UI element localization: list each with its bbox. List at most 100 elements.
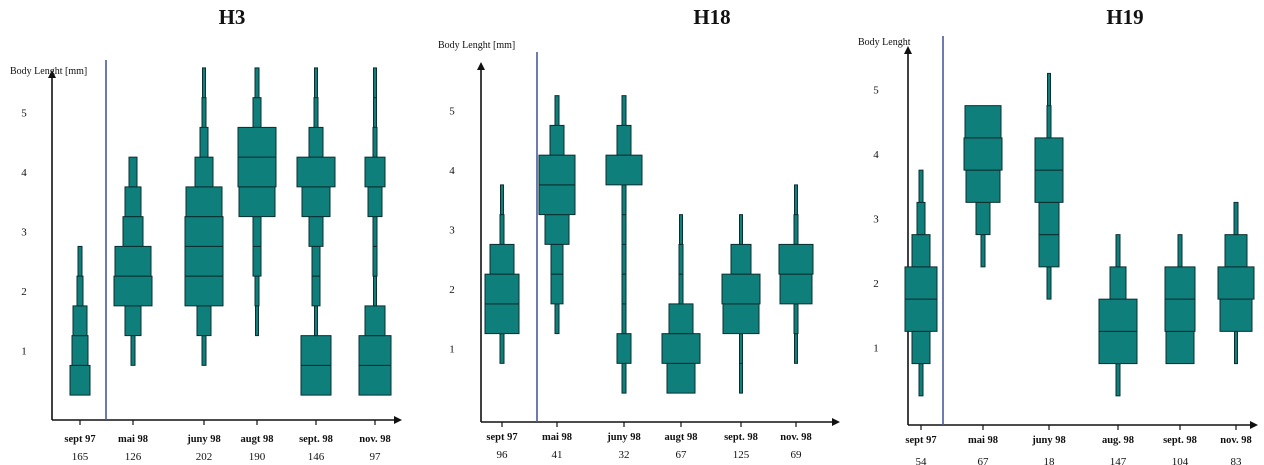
kite-segment-h3-4-4_5 (308, 126, 324, 158)
kite-segment-h19-0-1_5 (904, 298, 938, 332)
kite-segment-h18-2-4_5 (616, 124, 632, 156)
kite-segment-h18-4-3 (739, 214, 743, 245)
category-label-h3-3: augt 98 (241, 434, 274, 445)
sample-count-h3-4: 146 (308, 451, 325, 463)
kite-segment-h3-3-3 (252, 216, 262, 247)
kite-segment-h3-5-2 (373, 275, 377, 307)
kite-segment-h19-2-4 (1034, 137, 1064, 171)
y-tick-label-h19-3: 3 (873, 214, 879, 226)
kite-segment-h3-5-4 (364, 156, 386, 188)
y-tick-label-h3-4: 4 (21, 167, 27, 179)
category-label-h3-2: juny 98 (186, 434, 221, 445)
kite-segment-h18-2-1 (616, 333, 632, 364)
sample-count-h19-0: 54 (916, 456, 928, 465)
y-tick-label-h19-1: 1 (873, 343, 879, 355)
y-tick-label-h3-1: 1 (21, 346, 27, 358)
kite-segment-h3-1-2_5 (114, 245, 152, 277)
y-tick-label-h18-4: 4 (449, 165, 455, 177)
kite-segment-h18-2-3_5 (621, 184, 627, 216)
kite-segment-h19-4-2_5 (1177, 234, 1183, 268)
kite-segment-h18-2-5 (621, 95, 627, 126)
sample-count-h19-1: 67 (978, 456, 990, 465)
y-axis-arrow-h3 (48, 70, 56, 78)
kite-segment-h3-3-5 (252, 97, 262, 128)
y-tick-label-h18-1: 1 (449, 344, 455, 356)
kite-segment-h18-4-0_5 (739, 362, 743, 394)
kite-segment-h18-4-1_5 (722, 303, 760, 335)
category-label-h3-5: nov. 98 (359, 434, 391, 445)
kite-segment-h3-1-3_5 (124, 186, 142, 218)
chart-title-h18: H18 (693, 5, 730, 29)
kite-segment-h3-4-3_5 (301, 186, 331, 218)
kite-segment-h3-5-3_5 (367, 186, 383, 218)
kite-segment-h3-4-2 (311, 275, 321, 307)
kite-segment-h19-0-2_5 (911, 234, 931, 268)
category-label-h18-1: mai 98 (542, 432, 572, 443)
y-tick-label-h18-3: 3 (449, 225, 455, 237)
kite-segment-h18-5-3_5 (794, 184, 798, 216)
kite-segment-h19-2-3_5 (1034, 169, 1064, 203)
kite-segment-h3-5-2_5 (372, 245, 378, 277)
kite-segment-h18-0-3_5 (500, 184, 504, 216)
kite-segment-h19-4-2 (1164, 266, 1196, 300)
kite-segment-h18-3-3 (679, 214, 683, 245)
kite-segment-h19-3-1 (1098, 330, 1138, 365)
y-axis-arrow-h19 (904, 46, 912, 54)
kite-segment-h19-2-3 (1038, 201, 1060, 236)
category-label-h3-0: sept 97 (64, 434, 95, 445)
kite-segment-h18-3-0_5 (666, 362, 696, 394)
kite-segment-h3-5-1_5 (364, 305, 386, 337)
kite-segment-h19-2-2_5 (1038, 234, 1060, 268)
y-axis-label-h3: Body Lenght [mm] (10, 66, 87, 77)
kite-segment-h3-0-1_5 (72, 305, 88, 337)
y-tick-label-h19-5: 5 (873, 85, 879, 97)
sample-count-h18-1: 41 (552, 449, 563, 461)
category-label-h19-1: mai 98 (968, 435, 998, 446)
kite-segment-h3-2-4 (194, 156, 214, 188)
kite-segment-h18-5-2_5 (778, 243, 814, 275)
kite-segment-h3-4-5 (313, 97, 319, 128)
kite-segment-h18-0-2_5 (489, 243, 515, 275)
category-label-h19-5: nov. 98 (1220, 435, 1252, 446)
kite-segment-h3-2-4_5 (199, 126, 209, 158)
sample-count-h18-2: 32 (619, 449, 630, 461)
kite-segment-h3-2-1 (201, 335, 207, 366)
kite-segment-h3-4-5_5 (314, 67, 318, 99)
sample-count-h3-3: 190 (249, 451, 266, 463)
kite-segment-h18-4-2 (721, 273, 761, 305)
y-axis-label-h18: Body Lenght [mm] (438, 40, 515, 51)
kite-segment-h19-2-2 (1046, 266, 1052, 300)
kite-segment-h18-2-2_5 (621, 243, 627, 275)
kite-segment-h3-2-5 (201, 97, 207, 128)
kite-segment-h3-5-5_5 (373, 67, 377, 99)
kite-segment-h3-1-1 (130, 335, 136, 366)
kite-segment-h19-3-2 (1109, 266, 1127, 300)
kite-segment-h3-1-4 (128, 156, 138, 188)
kite-segment-h3-2-3 (184, 216, 224, 247)
kite-segment-h3-3-5_5 (254, 67, 260, 99)
sample-count-h18-4: 125 (733, 449, 750, 461)
kite-segment-h3-2-5_5 (202, 67, 206, 99)
kite-segment-h18-1-5 (554, 95, 560, 126)
kite-segment-h19-5-1_5 (1219, 298, 1253, 332)
kite-segment-h3-0-1 (71, 335, 89, 366)
kite-segment-h3-4-2_5 (311, 245, 321, 277)
kite-segment-h18-2-4 (605, 154, 643, 186)
kite-segment-h3-2-2 (184, 275, 224, 307)
sample-count-h3-1: 126 (125, 451, 142, 463)
kite-segment-h19-1-3 (975, 201, 991, 236)
kite-segment-h3-3-3_5 (238, 186, 276, 218)
kite-segment-h19-3-1_5 (1098, 298, 1138, 332)
kite-segment-h19-5-1 (1234, 330, 1238, 365)
kite-segment-h19-4-1 (1165, 330, 1195, 365)
y-tick-label-h3-2: 2 (21, 286, 27, 298)
y-tick-label-h18-2: 2 (449, 284, 455, 296)
kite-segment-h19-1-2_5 (980, 234, 986, 268)
kite-segment-h18-1-3_5 (538, 184, 576, 216)
chart-title-h3: H3 (219, 5, 246, 29)
kite-segment-h18-1-2_5 (550, 243, 564, 275)
x-axis-arrow-h3 (394, 416, 402, 424)
kite-segment-h19-5-3 (1233, 201, 1239, 236)
category-label-h19-0: sept 97 (905, 435, 936, 446)
